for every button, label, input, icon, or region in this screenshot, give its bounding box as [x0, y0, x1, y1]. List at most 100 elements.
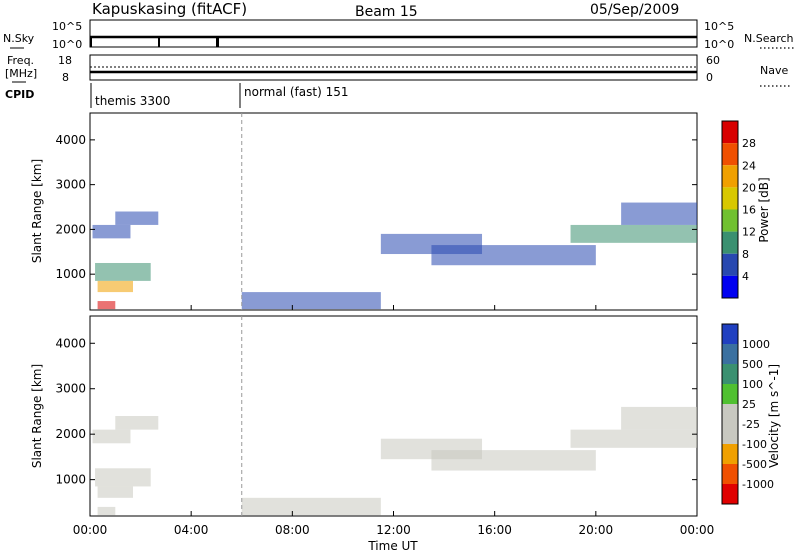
velocity-echo-band [97, 506, 116, 516]
freq-label-1: Freq. [7, 54, 34, 67]
freq-strip [89, 54, 698, 81]
x-tick-label: 00:00 [680, 523, 715, 537]
x-tick-label: 08:00 [275, 523, 310, 537]
power-ytick-label: 2000 [55, 222, 86, 236]
power-colorbar-cell [722, 275, 738, 298]
power-colorbar-tick: 16 [742, 204, 756, 217]
freq-tick-top: 18 [58, 54, 72, 67]
power-echo-band [570, 224, 697, 243]
power-colorbar-cell [722, 187, 738, 210]
velocity-ytick-label: 2000 [55, 427, 86, 441]
beam-title: Beam 15 [355, 4, 418, 20]
power-echo-band [621, 202, 697, 225]
x-tick-labels: 00:00 04:00 08:00 12:00 16:00 20:00 00:00 [73, 523, 715, 537]
power-colorbar-cell [722, 231, 738, 254]
nsky-drop-1 [90, 36, 92, 47]
velocity-colorbar-tick: 25 [742, 398, 756, 411]
power-colorbar-cell [722, 143, 738, 166]
nsky-tick-bottom: 10^0 [52, 38, 82, 51]
power-colorbar: 28 24 20 16 12 8 4 [721, 120, 756, 299]
velocity-colorbar-tick: 100 [742, 378, 763, 391]
power-colorbar-cell [722, 121, 738, 144]
velocity-colorbar-cell [722, 344, 738, 364]
nave-tick-top: 60 [706, 54, 720, 67]
velocity-echo-band [431, 450, 596, 471]
velocity-colorbar-cell [722, 404, 738, 424]
velocity-colorbar-cell [722, 364, 738, 384]
freq-tick-bottom: 8 [62, 71, 69, 84]
power-colorbar-tick: 24 [742, 159, 756, 172]
velocity-echo-band [95, 468, 151, 487]
cpid-segment-1: themis 3300 [95, 94, 170, 108]
power-colorbar-cell [722, 253, 738, 276]
power-colorbar-frame [721, 120, 739, 299]
cpid-label: CPID [5, 88, 34, 101]
nsearch-tick-bottom: 10^0 [704, 38, 734, 51]
power-colorbar-cell [722, 209, 738, 232]
power-echo-band [97, 280, 133, 293]
x-tick-label: 20:00 [579, 523, 614, 537]
velocity-echo-band [92, 429, 131, 444]
power-echo-band [95, 262, 151, 281]
nave-tick-bottom: 0 [706, 71, 713, 84]
nsky-label: N.Sky [3, 32, 35, 45]
x-tick-label: 00:00 [73, 523, 108, 537]
velocity-ytick-label: 3000 [55, 382, 86, 396]
velocity-colorbar-tick: -100 [742, 438, 767, 451]
nsky-strip [89, 19, 698, 48]
velocity-colorbar-cell [722, 384, 738, 404]
velocity-colorbar: 1000 500 100 25 -25 -100 -500 -1000 [721, 323, 774, 505]
velocity-colorbar-tick: 500 [742, 358, 763, 371]
power-echo-band [241, 292, 381, 310]
nsearch-label: N.Search [744, 32, 794, 45]
power-ytick-label: 3000 [55, 178, 86, 192]
velocity-colorbar-cell [722, 324, 738, 344]
power-ylabel: Slant Range [km] [30, 159, 44, 263]
velocity-colorbar-label: Velocity [m s^-1] [767, 364, 781, 468]
nsky-tick-top: 10^5 [52, 20, 82, 33]
nsky-drop-2 [158, 36, 160, 47]
cpid-segment-2: normal (fast) 151 [244, 85, 348, 99]
freq-label-2: [MHz] [5, 67, 37, 80]
x-tick-label: 16:00 [477, 523, 512, 537]
velocity-colorbar-tick: -25 [742, 418, 760, 431]
velocity-marks [92, 406, 697, 516]
power-ytick-label: 1000 [55, 267, 86, 281]
nsky-drop-3 [216, 36, 219, 47]
velocity-colorbar-cell [722, 484, 738, 504]
velocity-colorbar-cell [722, 424, 738, 444]
velocity-ytick-label: 4000 [55, 336, 86, 350]
power-colorbar-tick: 8 [742, 248, 749, 261]
power-echo-band [431, 245, 596, 266]
station-title: Kapuskasing (fitACF) [92, 0, 247, 18]
velocity-axes: 1000 2000 3000 4000 [55, 316, 698, 516]
power-echo-band [97, 301, 116, 310]
velocity-colorbar-cell [722, 464, 738, 484]
nave-label: Nave [760, 64, 788, 77]
power-echo-band [115, 211, 159, 225]
date-title: 05/Sep/2009 [590, 2, 679, 18]
power-colorbar-tick: 20 [742, 181, 756, 194]
velocity-echo-band [115, 416, 159, 430]
velocity-colorbar-frame [721, 323, 739, 505]
velocity-echo-band [621, 406, 697, 430]
power-marks [92, 202, 697, 310]
power-panel-frame [89, 112, 698, 311]
x-tick-label: 12:00 [376, 523, 411, 537]
velocity-panel-frame [89, 315, 698, 517]
velocity-colorbar-tick: -1000 [742, 478, 774, 491]
velocity-ytick-label: 1000 [55, 473, 86, 487]
nsearch-tick-top: 10^5 [704, 20, 734, 33]
power-colorbar-tick: 4 [742, 270, 749, 283]
velocity-colorbar-tick: -500 [742, 458, 767, 471]
power-ytick-label: 4000 [55, 133, 86, 147]
power-echo-band [92, 224, 131, 239]
power-colorbar-label: Power [dB] [757, 177, 771, 242]
power-axes: 1000 2000 3000 4000 [55, 113, 698, 310]
power-colorbar-cell [722, 165, 738, 188]
time-axis-label: Time UT [367, 539, 418, 553]
velocity-echo-band [570, 429, 697, 448]
velocity-colorbar-tick: 1000 [742, 338, 770, 351]
x-tick-label: 04:00 [174, 523, 209, 537]
